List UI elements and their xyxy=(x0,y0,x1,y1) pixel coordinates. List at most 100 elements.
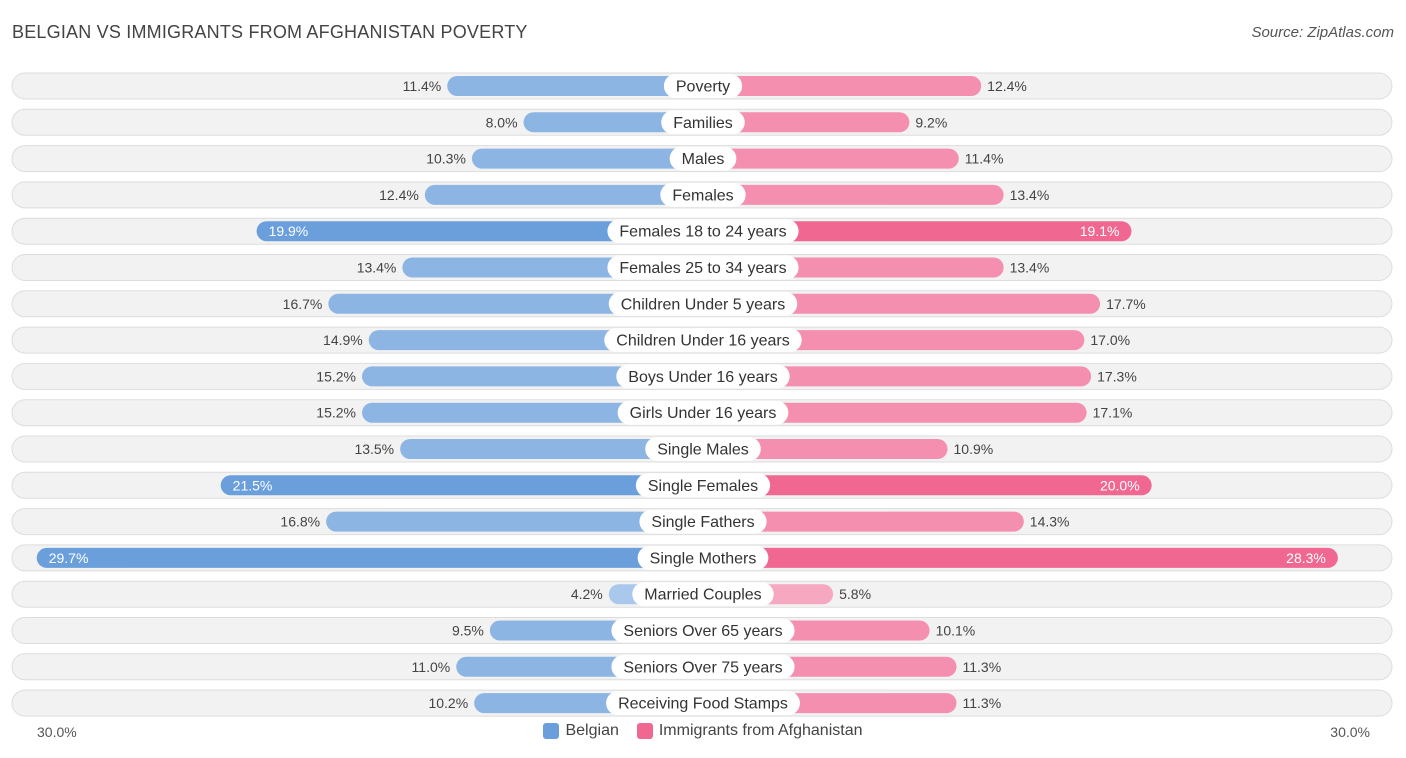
bar-belgian-single-fathers xyxy=(326,511,703,532)
bar-belgian-single-males xyxy=(400,439,703,459)
category-label-poverty: Poverty xyxy=(676,79,730,96)
value-label-afghanistan-married-couples: 5.8% xyxy=(839,586,871,602)
value-label-belgian-poverty: 11.4% xyxy=(403,78,442,94)
category-label-receiving-food-stamps: Receiving Food Stamps xyxy=(618,696,788,713)
value-label-afghanistan-seniors-over-65-years: 10.1% xyxy=(936,623,976,639)
value-label-belgian-single-fathers: 16.8% xyxy=(280,514,320,530)
value-label-afghanistan-children-under-5-years: 17.7% xyxy=(1106,296,1146,312)
category-label-boys-under-16-years: Boys Under 16 years xyxy=(628,369,777,386)
value-label-afghanistan-single-mothers: 28.3% xyxy=(1286,550,1326,566)
category-pill-children-under-5-years xyxy=(608,291,798,316)
bar-afghanistan-females xyxy=(703,184,1004,205)
legend-swatch-belgian xyxy=(543,723,560,739)
category-pill-single-mothers xyxy=(637,545,769,570)
bar-belgian-single-mothers xyxy=(36,547,704,568)
category-label-families: Families xyxy=(673,115,733,132)
bar-afghanistan-single-females xyxy=(703,475,1152,496)
legend: Belgian Immigrants from Afghanistan xyxy=(0,722,1406,740)
category-pill-families xyxy=(661,110,745,135)
category-label-single-fathers: Single Fathers xyxy=(651,514,754,531)
category-pill-females-25-to-34-years xyxy=(607,255,799,280)
legend-item-belgian[interactable]: Belgian xyxy=(543,722,619,740)
category-label-children-under-16-years: Children Under 16 years xyxy=(616,333,789,350)
category-label-single-mothers: Single Mothers xyxy=(650,550,757,567)
category-pill-seniors-over-75-years xyxy=(611,654,795,679)
value-label-belgian-seniors-over-75-years: 11.0% xyxy=(412,659,451,675)
value-label-belgian-married-couples: 4.2% xyxy=(571,586,603,602)
value-label-belgian-children-under-16-years: 14.9% xyxy=(323,332,363,348)
category-label-single-females: Single Females xyxy=(648,478,758,495)
category-pill-single-females xyxy=(635,473,771,498)
category-pill-single-fathers xyxy=(639,509,767,534)
value-label-afghanistan-single-males: 10.9% xyxy=(954,441,994,457)
category-pill-boys-under-16-years xyxy=(616,364,790,389)
axis-left-label: 30.0% xyxy=(37,724,77,740)
value-label-belgian-single-mothers: 29.7% xyxy=(49,550,89,566)
bar-afghanistan-girls-under-16-years xyxy=(703,402,1087,423)
bar-belgian-single-females xyxy=(220,475,703,496)
category-pill-poverty xyxy=(663,74,743,98)
category-pill-girls-under-16-years xyxy=(617,400,789,425)
category-label-males: Males xyxy=(682,151,725,168)
category-label-females-18-to-24-years: Females 18 to 24 years xyxy=(619,224,786,241)
category-label-seniors-over-65-years: Seniors Over 65 years xyxy=(623,623,782,640)
value-label-belgian-single-males: 13.5% xyxy=(354,441,394,457)
value-label-afghanistan-females-25-to-34-years: 13.4% xyxy=(1010,260,1050,276)
value-label-afghanistan-single-fathers: 14.3% xyxy=(1030,514,1070,530)
value-label-afghanistan-girls-under-16-years: 17.1% xyxy=(1093,405,1133,421)
bar-afghanistan-poverty xyxy=(703,76,982,96)
value-label-belgian-females: 12.4% xyxy=(379,187,419,203)
bar-afghanistan-single-mothers xyxy=(703,547,1338,568)
category-pill-seniors-over-65-years xyxy=(611,618,795,643)
value-label-belgian-receiving-food-stamps: 10.2% xyxy=(428,695,468,711)
bar-belgian-girls-under-16-years xyxy=(362,402,703,423)
value-label-belgian-families: 8.0% xyxy=(486,114,518,130)
bar-belgian-families xyxy=(523,112,703,133)
category-pill-females-18-to-24-years xyxy=(607,219,799,244)
value-label-belgian-females-18-to-24-years: 19.9% xyxy=(269,223,309,239)
category-label-seniors-over-75-years: Seniors Over 75 years xyxy=(623,659,782,676)
category-pill-married-couples xyxy=(632,582,774,607)
legend-item-afghanistan[interactable]: Immigrants from Afghanistan xyxy=(636,722,863,740)
chart-title: BELGIAN VS IMMIGRANTS FROM AFGHANISTAN P… xyxy=(12,22,528,42)
value-label-belgian-males: 10.3% xyxy=(426,151,466,167)
bar-belgian-children-under-5-years xyxy=(328,293,703,314)
bar-afghanistan-families xyxy=(703,112,910,133)
category-pill-males xyxy=(669,146,737,171)
value-label-afghanistan-males: 11.4% xyxy=(965,151,1004,167)
value-label-afghanistan-seniors-over-75-years: 11.3% xyxy=(962,659,1001,675)
category-pill-receiving-food-stamps xyxy=(606,691,800,716)
bar-afghanistan-single-fathers xyxy=(703,511,1024,532)
bar-belgian-females-18-to-24-years xyxy=(256,221,703,242)
bar-afghanistan-females-18-to-24-years xyxy=(703,221,1132,242)
bar-afghanistan-males xyxy=(703,148,959,169)
bar-belgian-males xyxy=(471,148,703,169)
bar-belgian-poverty xyxy=(447,76,703,96)
value-label-belgian-single-females: 21.5% xyxy=(233,477,273,493)
value-label-afghanistan-families: 9.2% xyxy=(915,114,947,130)
category-label-girls-under-16-years: Girls Under 16 years xyxy=(630,405,777,422)
value-label-belgian-girls-under-16-years: 15.2% xyxy=(316,405,356,421)
category-label-married-couples: Married Couples xyxy=(644,587,761,604)
bar-afghanistan-boys-under-16-years xyxy=(703,366,1092,387)
category-pill-females xyxy=(660,182,746,207)
bar-afghanistan-single-males xyxy=(703,439,948,459)
axis-right-label: 30.0% xyxy=(1330,724,1370,740)
value-label-belgian-children-under-5-years: 16.7% xyxy=(283,296,323,312)
category-pill-single-males xyxy=(645,437,761,461)
bar-belgian-females xyxy=(424,184,703,205)
chart-svg: 11.4% 12.4% Poverty 8.0% 9.2% Families 10.3% 11… xyxy=(11,72,1393,717)
value-label-afghanistan-females-18-to-24-years: 19.1% xyxy=(1080,223,1120,239)
category-pill-children-under-16-years xyxy=(604,328,802,353)
value-label-belgian-boys-under-16-years: 15.2% xyxy=(316,368,356,384)
value-label-afghanistan-receiving-food-stamps: 11.3% xyxy=(962,695,1001,711)
value-label-belgian-seniors-over-65-years: 9.5% xyxy=(452,623,484,639)
value-label-afghanistan-children-under-16-years: 17.0% xyxy=(1090,332,1130,348)
value-label-belgian-females-25-to-34-years: 13.4% xyxy=(357,260,397,276)
category-label-females: Females xyxy=(672,187,733,204)
value-label-afghanistan-females: 13.4% xyxy=(1010,187,1050,203)
bar-afghanistan-children-under-5-years xyxy=(703,293,1101,314)
value-label-afghanistan-poverty: 12.4% xyxy=(987,78,1027,94)
legend-label-afghanistan: Immigrants from Afghanistan xyxy=(658,722,863,739)
source-label: Source: ZipAtlas.com xyxy=(1251,24,1394,41)
